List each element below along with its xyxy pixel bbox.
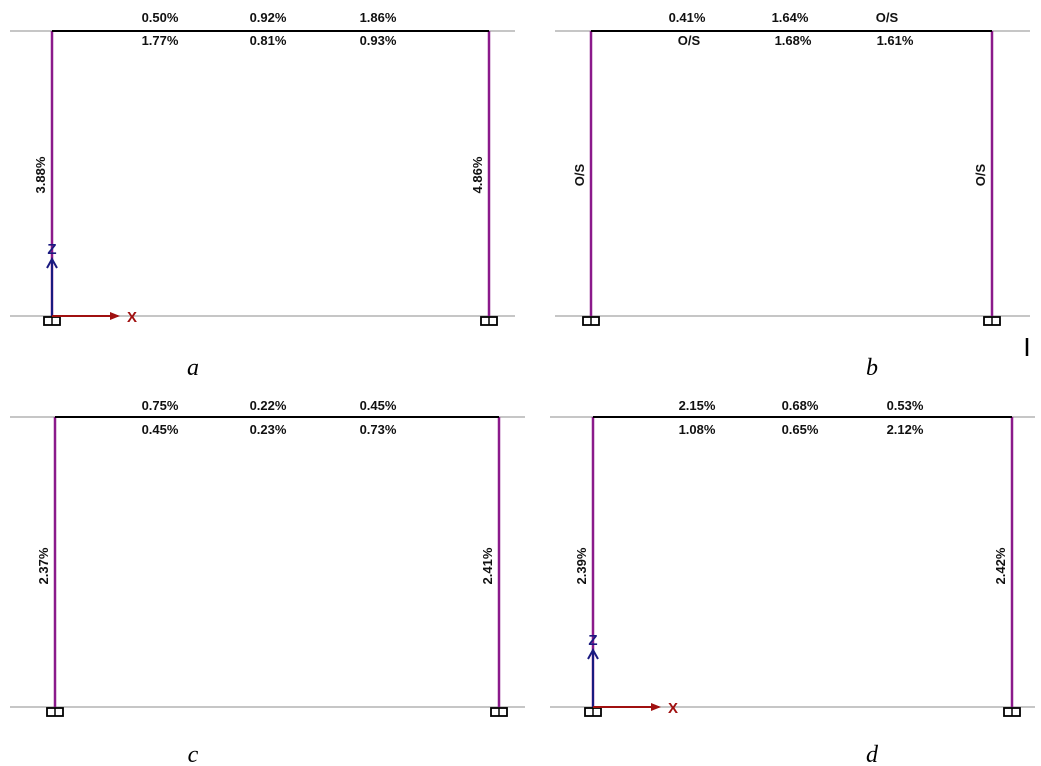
- frame-panel-b: 0.41% 1.64% O/S O/S 1.68% 1.61% O/S O/S b: [555, 10, 1030, 381]
- panel-caption: a: [187, 355, 199, 381]
- z-axis-label: Z: [47, 241, 56, 258]
- beam-bottom-label: 2.12%: [887, 422, 924, 437]
- beam-bottom-label: 1.68%: [775, 33, 812, 48]
- beam-top-label: 0.50%: [142, 10, 179, 25]
- beam-top-label: 0.45%: [360, 398, 397, 413]
- beam-bottom-label: 1.08%: [679, 422, 716, 437]
- beam-bottom-label: O/S: [678, 33, 701, 48]
- beam-top-label: 0.22%: [250, 398, 287, 413]
- beam-top-label: O/S: [876, 10, 899, 25]
- x-arrowhead-icon: [110, 312, 120, 320]
- panel-caption: b: [866, 355, 878, 381]
- beam-top-label: 0.41%: [669, 10, 706, 25]
- coordinate-axes: ZX: [46, 241, 137, 326]
- beam-bottom-label: 0.45%: [142, 422, 179, 437]
- beam-bottom-label: 0.23%: [250, 422, 287, 437]
- right-column-label: O/S: [973, 163, 988, 186]
- beam-bottom-label: 0.81%: [250, 33, 287, 48]
- x-axis-label: X: [127, 309, 137, 326]
- left-column-label: 2.39%: [574, 547, 589, 584]
- left-column-label: 2.37%: [36, 547, 51, 584]
- left-column-label: O/S: [572, 163, 587, 186]
- x-arrowhead-icon: [651, 703, 661, 711]
- beam-bottom-label: 0.73%: [360, 422, 397, 437]
- right-column-label: 2.42%: [993, 547, 1008, 584]
- beam-bottom-label: 0.93%: [360, 33, 397, 48]
- beam-bottom-label: 1.61%: [877, 33, 914, 48]
- left-column-label: 3.88%: [33, 156, 48, 193]
- beam-top-label: 0.92%: [250, 10, 287, 25]
- coordinate-axes: ZX: [587, 632, 678, 717]
- right-column-label: 4.86%: [470, 156, 485, 193]
- beam-top-label: 2.15%: [679, 398, 716, 413]
- frame-panel-c: 0.75% 0.22% 0.45% 0.45% 0.23% 0.73% 2.37% 2.41%…: [10, 398, 525, 766]
- z-axis-label: Z: [588, 632, 597, 649]
- panel-caption: d: [866, 742, 879, 766]
- frame-panel-a: 0.50% 0.92% 1.86% 1.77% 0.81% 0.93% 3.88% 4.86%…: [10, 10, 515, 381]
- z-arrowhead-icon: [587, 647, 599, 660]
- beam-top-label: 1.86%: [360, 10, 397, 25]
- x-axis-label: X: [668, 700, 678, 717]
- beam-top-label: 0.75%: [142, 398, 179, 413]
- frame-panel-d: 2.15% 0.68% 0.53% 1.08% 0.65% 2.12% 2.39% 2.42%…: [550, 398, 1035, 766]
- beam-bottom-label: 0.65%: [782, 422, 819, 437]
- beam-top-label: 0.68%: [782, 398, 819, 413]
- beam-top-label: 0.53%: [887, 398, 924, 413]
- beam-top-label: 1.64%: [772, 10, 809, 25]
- panel-caption: c: [188, 742, 199, 766]
- right-column-label: 2.41%: [480, 547, 495, 584]
- z-arrowhead-icon: [46, 256, 58, 269]
- beam-bottom-label: 1.77%: [142, 33, 179, 48]
